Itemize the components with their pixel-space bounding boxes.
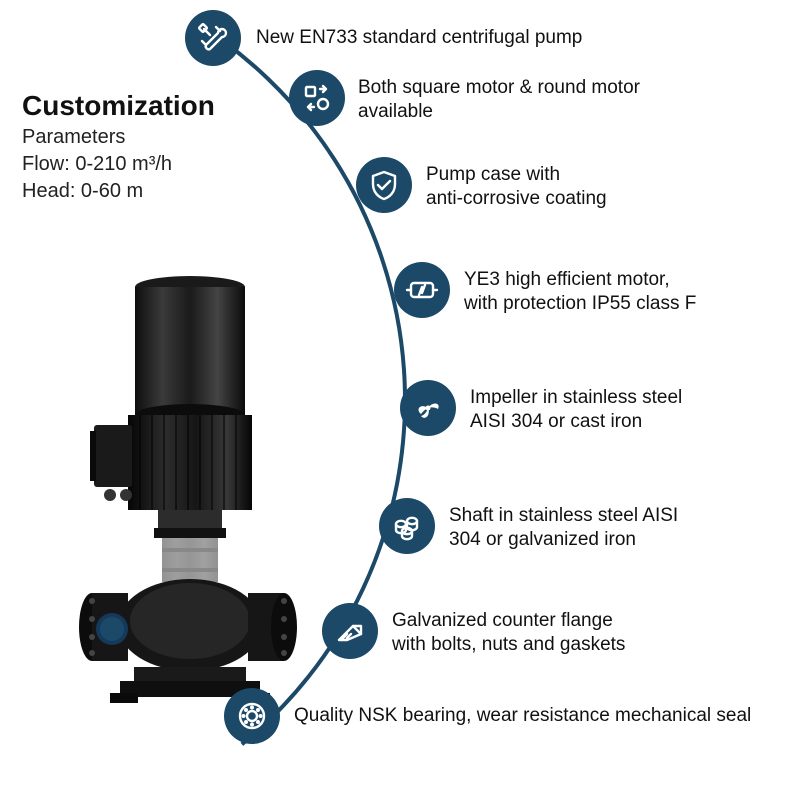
f4-label: YE3 high efficient motor,with protection… <box>464 268 696 316</box>
customization-flow: Flow: 0-210 m³/h <box>22 151 215 178</box>
customization-block: Customization Parameters Flow: 0-210 m³/… <box>22 90 215 205</box>
f4-motor-icon <box>394 262 450 318</box>
f7-label: Galvanized counter flangewith bolts, nut… <box>392 609 625 657</box>
customization-subtitle: Parameters <box>22 126 215 149</box>
f8-label: Quality NSK bearing, wear resistance mec… <box>294 704 751 728</box>
pump-illustration <box>50 275 310 705</box>
customization-head: Head: 0-60 m <box>22 178 215 205</box>
f6-shaft-icon <box>379 498 435 554</box>
f6-label: Shaft in stainless steel AISI304 or galv… <box>449 504 678 552</box>
customization-title: Customization <box>22 90 215 122</box>
f5-impeller-icon <box>400 380 456 436</box>
f8-bearing-icon <box>224 688 280 744</box>
f7-flange-icon <box>322 603 378 659</box>
f2-swap-icon <box>289 70 345 126</box>
f1-label: New EN733 standard centrifugal pump <box>256 26 582 50</box>
f3-label: Pump case withanti-corrosive coating <box>426 163 607 211</box>
f2-label: Both square motor & round motoravailable <box>358 76 640 124</box>
f5-label: Impeller in stainless steelAISI 304 or c… <box>470 386 682 434</box>
f1-tools-icon <box>185 10 241 66</box>
f3-shield-icon <box>356 157 412 213</box>
